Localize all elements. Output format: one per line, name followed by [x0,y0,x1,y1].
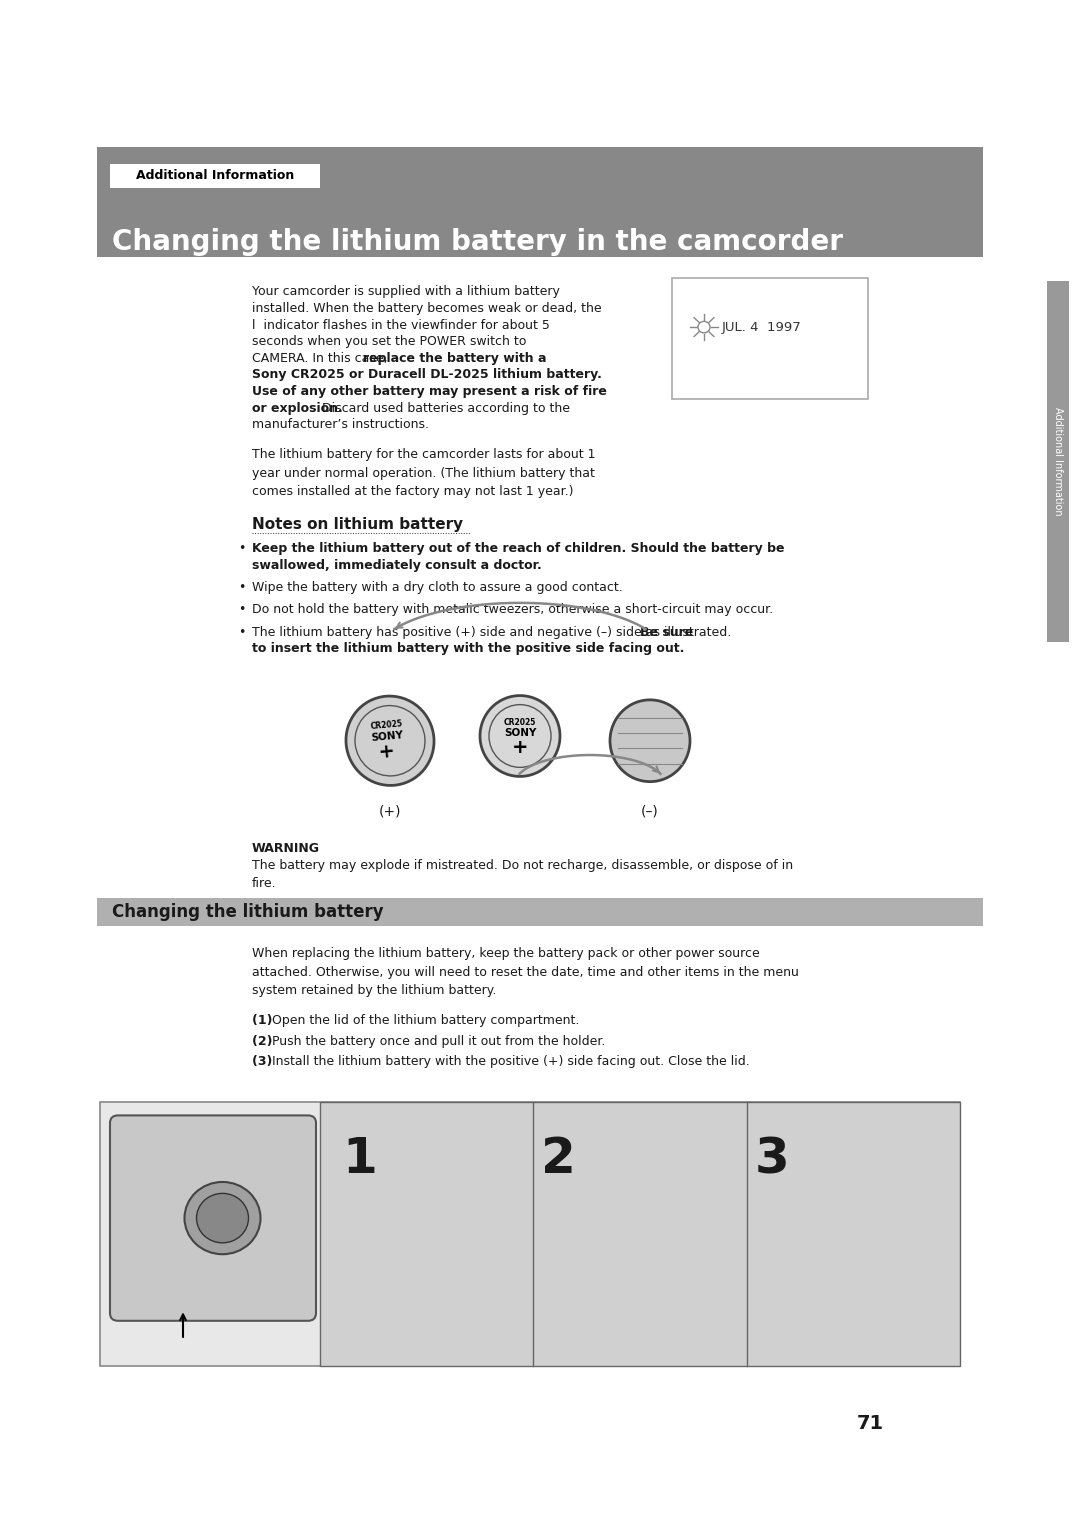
Text: manufacturer’s instructions.: manufacturer’s instructions. [252,419,429,431]
Bar [672,278,868,399]
Text: •: • [238,542,245,555]
Text: Do not hold the battery with metalic tweezers, otherwise a short-circuit may occ: Do not hold the battery with metalic twe… [252,604,773,616]
Text: Notes on lithium battery: Notes on lithium battery [252,518,463,532]
Text: 2: 2 [541,1135,576,1183]
Text: Keep the lithium battery out of the reach of children. Should the battery be: Keep the lithium battery out of the reac… [252,542,784,555]
Text: seconds when you set the POWER switch to: seconds when you set the POWER switch to [252,335,526,348]
Text: When replacing the lithium battery, keep the battery pack or other power source
: When replacing the lithium battery, keep… [252,947,799,998]
Bar [110,163,320,188]
FancyBboxPatch shape [110,1115,316,1320]
Text: SONY: SONY [370,730,404,743]
Text: Changing the lithium battery: Changing the lithium battery [112,903,383,921]
Text: CAMERA. In this case,: CAMERA. In this case, [252,351,392,365]
Text: 71: 71 [856,1413,883,1433]
Circle shape [185,1183,260,1254]
Text: Discard used batteries according to the: Discard used batteries according to the [318,402,569,414]
Text: •: • [238,625,245,639]
Text: (3): (3) [252,1054,276,1068]
Ellipse shape [480,695,561,776]
Circle shape [698,321,710,333]
Text: Wipe the battery with a dry cloth to assure a good contact.: Wipe the battery with a dry cloth to ass… [252,581,623,594]
Ellipse shape [610,700,690,782]
Text: •: • [238,604,245,616]
Text: Changing the lithium battery in the camcorder: Changing the lithium battery in the camc… [112,229,843,257]
Ellipse shape [346,697,434,785]
Text: (–): (–) [642,804,659,819]
Text: (+): (+) [379,804,402,819]
Text: SONY: SONY [503,729,536,738]
Text: Be sure: Be sure [640,625,693,639]
Text: Open the lid of the lithium battery compartment.: Open the lid of the lithium battery comp… [272,1015,580,1027]
Text: 1: 1 [342,1135,377,1183]
Text: •: • [238,581,245,594]
Text: The lithium battery for the camcorder lasts for about 1
year under normal operat: The lithium battery for the camcorder la… [252,448,595,498]
Text: or explosion.: or explosion. [252,402,342,414]
Text: Use of any other battery may present a risk of fire: Use of any other battery may present a r… [252,385,607,399]
Bar [97,897,983,926]
Text: replace the battery with a: replace the battery with a [363,351,546,365]
Circle shape [197,1193,248,1242]
Text: l  indicator flashes in the viewfinder for about 5: l indicator flashes in the viewfinder fo… [252,318,550,332]
Text: Sony CR2025 or Duracell DL-2025 lithium battery.: Sony CR2025 or Duracell DL-2025 lithium … [252,368,602,382]
Bar [97,147,983,257]
Text: Push the battery once and pull it out from the holder.: Push the battery once and pull it out fr… [272,1034,606,1048]
Text: JUL. 4  1997: JUL. 4 1997 [723,321,801,333]
Text: Install the lithium battery with the positive (+) side facing out. Close the lid: Install the lithium battery with the pos… [272,1054,751,1068]
Text: 3: 3 [754,1135,789,1183]
Bar [320,1102,960,1366]
Text: (1): (1) [252,1015,276,1027]
Text: Additional Information: Additional Information [1053,406,1063,515]
Text: +: + [378,743,396,762]
Text: (2): (2) [252,1034,276,1048]
Text: installed. When the battery becomes weak or dead, the: installed. When the battery becomes weak… [252,303,602,315]
Text: swallowed, immediately consult a doctor.: swallowed, immediately consult a doctor. [252,559,542,571]
Text: to insert the lithium battery with the positive side facing out.: to insert the lithium battery with the p… [252,642,685,656]
Text: Your camcorder is supplied with a lithium battery: Your camcorder is supplied with a lithiu… [252,286,559,298]
Text: CR2025: CR2025 [503,718,536,727]
Text: WARNING: WARNING [252,842,320,856]
Text: +: + [512,738,528,756]
Text: CR2025: CR2025 [370,720,404,732]
Bar [100,1102,960,1366]
Text: The lithium battery has positive (+) side and negative (–) side as illustrated.: The lithium battery has positive (+) sid… [252,625,735,639]
Text: The battery may explode if mistreated. Do not recharge, disassemble, or dispose : The battery may explode if mistreated. D… [252,859,793,891]
Bar [1047,281,1069,642]
Text: Additional Information: Additional Information [136,170,294,182]
